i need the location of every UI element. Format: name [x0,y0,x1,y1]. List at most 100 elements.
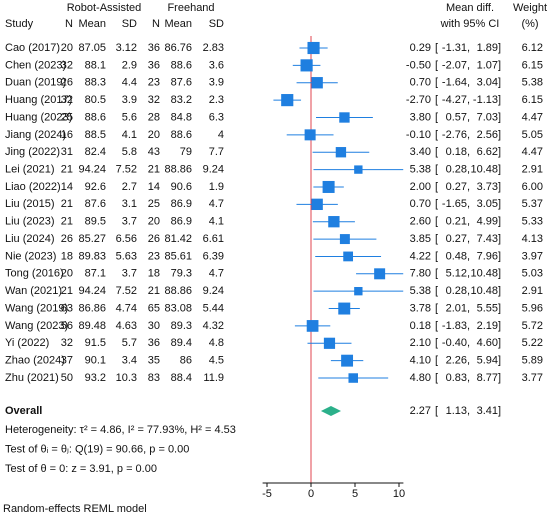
effect-label: -0.50 [406,59,431,71]
ci-sep: , [467,337,470,349]
cell: 32 [61,59,73,71]
ci-sep: , [467,372,470,384]
cell: 86.86 [78,302,106,314]
cell: 88.86 [164,163,192,175]
ci-bracket: ] [498,163,501,175]
ci-bracket: [ [435,146,438,158]
cell: 91.5 [85,337,106,349]
cell: 83.08 [164,302,192,314]
effect-marker [341,354,354,367]
column-header: N [152,18,160,30]
ci-bracket: [ [435,302,438,314]
effect-marker [307,41,320,55]
ci-sep: , [467,42,470,54]
ci-bracket: [ [435,198,438,210]
weight-label: 4.47 [522,111,543,123]
cell: 56 [61,320,73,332]
cell: 4.5 [209,355,224,367]
ci-bracket: [ [435,337,438,349]
ci-sep: , [467,198,470,210]
x-tick-label: -5 [262,488,272,500]
weight-label: 5.72 [522,320,543,332]
cell: 84.8 [171,111,192,123]
group-label: Freehand [167,2,214,14]
ci-bracket: ] [498,268,501,280]
ci-bracket: ] [498,302,501,314]
ci-sep: , [467,302,470,314]
cell: 18 [61,250,73,262]
cell: 4.1 [122,129,137,141]
ci-bracket: ] [498,77,501,89]
weight-label: 3.77 [522,372,543,384]
cell: 3.4 [122,355,137,367]
column-header: SD [209,18,224,30]
cell: 14 [148,181,160,193]
weight-label: 5.33 [522,216,543,228]
effect-label: 0.70 [410,77,431,89]
cell: 86 [180,355,192,367]
ci-low-label: 5.12 [446,268,467,280]
cell: 25 [61,111,73,123]
cell: 3.7 [122,216,137,228]
cell: 25 [148,198,160,210]
cell: 5.6 [122,111,137,123]
study-label: Nie (2023) [5,250,56,262]
column-header: N [65,18,73,30]
cell: 9.24 [203,285,224,297]
overall-diamond [320,406,342,416]
cell: 11.9 [203,372,224,384]
cell: 6.3 [209,111,224,123]
cell: 88.1 [85,59,106,71]
effect-label: 3.80 [410,111,431,123]
ci-bracket: ] [498,216,501,228]
effect-label: 2.27 [410,405,431,417]
cell: 4.8 [209,337,224,349]
effect-label: 3.78 [410,302,431,314]
effect-marker [343,251,354,262]
ci-high-label: 10.48 [470,285,498,297]
cell: 88.6 [85,111,106,123]
ci-bracket: [ [435,372,438,384]
ci-sep: , [467,405,470,417]
ci-low-label: 2.01 [446,302,467,314]
cell: 37 [61,355,73,367]
study-label: Liu (2015) [5,198,55,210]
effect-marker [306,320,319,332]
effect-label: 0.18 [410,320,431,332]
cell: 21 [61,285,73,297]
ci-bracket: ] [498,372,501,384]
cell: 83 [148,372,160,384]
ci-sep: , [467,355,470,367]
study-label: Chen (2023) [5,59,66,71]
cell: 5.7 [122,337,137,349]
study-label: Jing (2022) [5,146,60,158]
ci-bracket: [ [435,405,438,417]
cell: 26 [61,77,73,89]
cell: 4.4 [122,77,137,89]
effect-label: -0.10 [406,129,431,141]
ci-high-label: 8.77 [477,372,498,384]
cell: 3.7 [122,268,137,280]
cell: 83.2 [171,94,192,106]
ci-bracket: [ [435,129,438,141]
ci-high-label: 7.96 [477,250,498,262]
ci-sep: , [467,111,470,123]
cell: 89.83 [78,250,106,262]
ci-bracket: [ [435,42,438,54]
column-header: Study [5,18,34,30]
ci-sep: , [467,268,470,280]
ci-bracket: [ [435,268,438,280]
ci-low-label: -1.83 [442,320,467,332]
ci-bracket: ] [498,320,501,332]
x-tick-label: 5 [352,488,358,500]
effect-label: 2.10 [410,337,431,349]
ci-bracket: [ [435,233,438,245]
cell: 21 [61,198,73,210]
cell: 21 [61,216,73,228]
effect-label: 0.70 [410,198,431,210]
effect-label: 4.80 [410,372,431,384]
ci-bracket: ] [498,146,501,158]
ci-high-label: 5.55 [477,302,498,314]
cell: 94.24 [78,285,106,297]
ci-high-label: 10.48 [470,163,498,175]
